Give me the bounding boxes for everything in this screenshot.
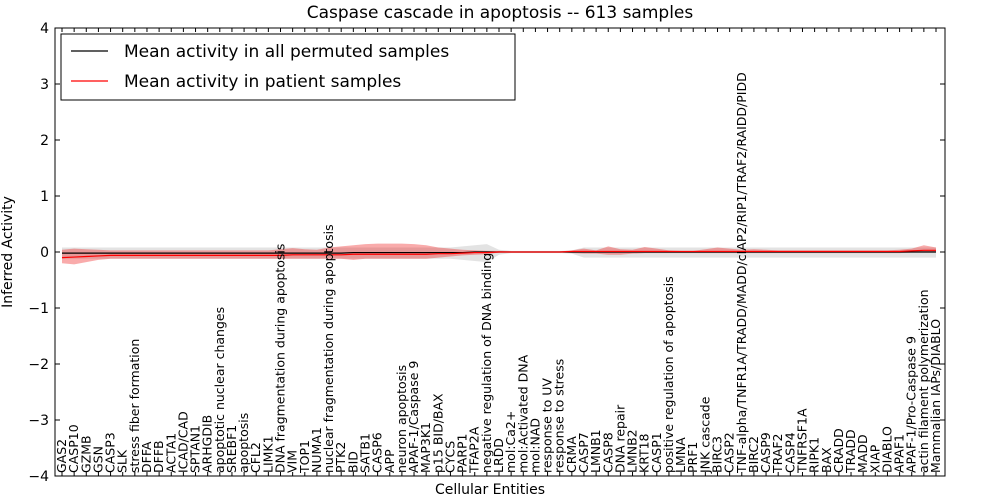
y-tick-label: −2 <box>28 357 49 373</box>
x-tick-label: DFFB <box>151 440 166 473</box>
x-tick-label: PTK2 <box>333 442 348 473</box>
x-tick-label: ACTA1 <box>163 433 178 473</box>
y-tick-label: 2 <box>40 133 49 149</box>
x-tick-label: DNA fragmentation during apoptosis <box>273 244 288 473</box>
x-tick-label: CASP3 <box>103 432 118 473</box>
x-tick-label: LMNB1 <box>588 429 603 473</box>
x-tick-label: LRDD <box>491 438 506 473</box>
x-tick-label: TRADD <box>843 429 858 474</box>
x-tick-label: DIABLO <box>879 426 894 473</box>
x-tick-label: CASP6 <box>370 432 385 473</box>
x-tick-label: ICAD/CAD <box>175 411 190 473</box>
y-tick-label: 0 <box>40 245 49 261</box>
x-tick-label: CRADD <box>831 428 846 473</box>
x-tick-label: CASP7 <box>576 432 591 473</box>
x-tick-label: negative regulation of DNA binding <box>479 253 494 473</box>
x-tick-label: TNF-alpha/TNFR1A/TRADD/MADD/cIAP2/RIP1/T… <box>734 72 749 474</box>
x-tick-label: CASP9 <box>758 432 773 473</box>
x-tick-label: PRF1 <box>685 442 700 473</box>
x-tick-label: TOP1 <box>297 440 312 474</box>
x-tick-label: p15 BID/BAX <box>430 393 445 473</box>
x-tick-label: MADD <box>855 434 870 473</box>
line-patient <box>61 249 936 259</box>
x-tick-label: CASP2 <box>722 432 737 473</box>
x-tick-label: positive regulation of apoptosis <box>661 276 676 473</box>
x-tick-label: CASP4 <box>782 432 797 473</box>
chart-title: Caspase cascade in apoptosis -- 613 samp… <box>307 3 694 23</box>
legend: Mean activity in all permuted samples Me… <box>60 33 516 101</box>
x-tick-label: nuclear fragmentation during apoptosis <box>321 224 336 473</box>
x-tick-label: BIRC3 <box>710 436 725 473</box>
y-axis-label: Inferred Activity <box>0 196 16 308</box>
x-tick-label: LMNA <box>673 437 688 473</box>
x-tick-label: response to stress <box>552 359 567 473</box>
x-tick-label: CFL2 <box>248 442 263 473</box>
x-tick-label: SPTAN1 <box>188 425 203 473</box>
y-tick-label: −3 <box>28 413 49 429</box>
x-tick-label: LIMK1 <box>260 435 275 473</box>
x-tick-label: SATB1 <box>357 433 372 473</box>
x-tick-label: XIAP <box>867 444 882 473</box>
x-tick-label: mol:Ca2+ <box>503 411 518 473</box>
x-tick-label: RIPK1 <box>807 437 822 473</box>
x-tick-label: VIM <box>285 450 300 473</box>
x-tick-label: APP <box>382 449 397 473</box>
x-tick-label: GZMB <box>78 435 93 473</box>
x-tick-label: mol:Activated DNA <box>515 354 530 473</box>
x-tick-label: NUMA1 <box>309 427 324 473</box>
x-tick-label: PARP1 <box>455 434 470 473</box>
x-tick-label: APAF-1/Pro-Caspase 9 <box>904 336 919 473</box>
x-tick-label: APAF-1/Caspase 9 <box>406 361 421 473</box>
y-tick-label: −1 <box>28 301 49 317</box>
x-tick-label: apoptotic nuclear changes <box>212 307 227 473</box>
x-tick-label: CYCS <box>442 441 457 473</box>
x-axis-label: Cellular Entities <box>435 482 545 498</box>
x-tick-label: LMNB2 <box>625 429 640 473</box>
x-tick-label: DFFA <box>139 441 154 473</box>
x-tick-label: SREBF1 <box>224 425 239 473</box>
band-patient <box>62 243 936 265</box>
y-axis: −4 −3 −2 −1 0 1 2 3 4 <box>28 21 945 485</box>
x-tick-label: JNK cascade <box>697 396 712 474</box>
legend-label-patient: Mean activity in patient samples <box>124 72 401 92</box>
y-tick-label: 4 <box>40 21 49 37</box>
x-tick-label: ARHGDIB <box>200 415 215 473</box>
x-tick-label: BAX <box>819 447 834 473</box>
x-tick-label: KRT18 <box>637 433 652 473</box>
x-tick-label: TFAP2A <box>467 426 482 474</box>
confidence-bands <box>62 243 936 265</box>
x-tick-label: BIRC2 <box>746 436 761 473</box>
x-tick-label: neuron apoptosis <box>394 365 409 473</box>
x-tick-label: CRMA <box>564 436 579 473</box>
x-tick-label: TRAF2 <box>770 433 785 474</box>
x-tick-label: stress fiber formation <box>127 339 142 473</box>
x-tick-label: response to UV <box>540 378 555 473</box>
x-tick-label: SLK <box>115 449 130 473</box>
x-tick-label: GAS2 <box>54 439 69 473</box>
x-tick-label: GSN <box>90 446 105 473</box>
y-tick-label: 1 <box>40 189 49 205</box>
x-tick-label: actin filament polymerization <box>916 289 931 473</box>
x-tick-label: APAF1 <box>892 434 907 473</box>
legend-box <box>60 33 516 101</box>
x-tick-label: BID <box>345 451 360 473</box>
y-tick-label: −4 <box>28 469 49 485</box>
x-tick-label: mol:NAD <box>527 418 542 473</box>
x-tick-label: DNA repair <box>612 404 627 473</box>
band-permuted <box>62 244 936 263</box>
y-tick-label: 3 <box>40 77 49 93</box>
x-tick-label: Mammalian IAPs/DIABLO <box>928 319 943 473</box>
x-tick-label: CASP8 <box>600 432 615 473</box>
series-lines <box>61 249 936 259</box>
x-tick-label: CASP1 <box>649 432 664 473</box>
legend-label-permuted: Mean activity in all permuted samples <box>124 42 449 62</box>
x-tick-label: CASP10 <box>66 424 81 473</box>
x-tick-label: TNFRSF1A <box>794 408 809 474</box>
x-tick-label: MAP3K1 <box>418 422 433 473</box>
x-tick-label: apoptosis <box>236 413 251 473</box>
